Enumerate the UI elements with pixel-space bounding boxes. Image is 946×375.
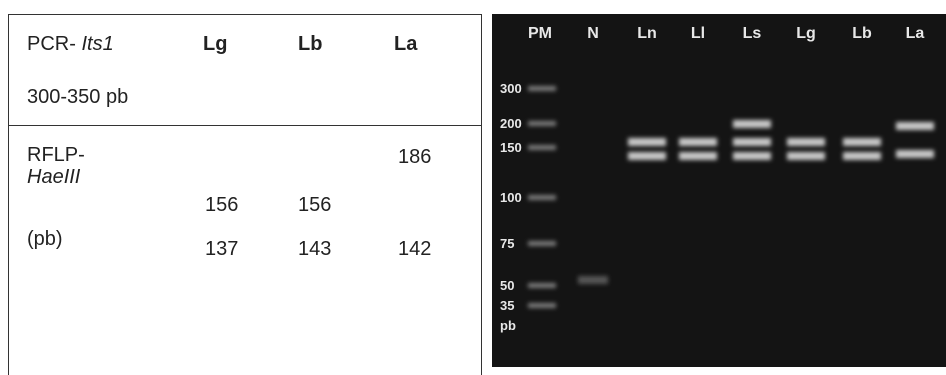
ladder-band — [528, 241, 556, 246]
ladder-label: 35 — [500, 298, 514, 313]
ladder-band — [528, 145, 556, 150]
ladder-band — [528, 303, 556, 308]
enzyme-label: HaeIII — [27, 166, 80, 189]
lane-band — [787, 138, 825, 146]
lane-label: N — [587, 25, 599, 42]
gel-background — [492, 14, 946, 367]
ladder-label: 50 — [500, 278, 514, 293]
unit-label: (pb) — [27, 228, 63, 251]
ladder-label: 200 — [500, 116, 522, 131]
lane-band — [787, 152, 825, 160]
rflp-label: RFLP- — [27, 144, 85, 167]
ladder-band — [528, 283, 556, 288]
ladder-unit: pb — [500, 318, 516, 333]
lane-band — [843, 138, 881, 146]
ladder-label: 150 — [500, 140, 522, 155]
lane-band — [578, 276, 608, 284]
lane-band — [896, 150, 934, 158]
lane-label: Ls — [743, 25, 762, 42]
fragment-value: 137 — [205, 238, 238, 261]
lane-band — [679, 138, 717, 146]
lane-label: Ln — [637, 25, 657, 42]
lane-label: PM — [528, 25, 552, 42]
size-label: 300-350 pb — [27, 86, 128, 109]
column-header: La — [394, 33, 417, 56]
lane-label: La — [906, 25, 925, 42]
fragment-value: 142 — [398, 238, 431, 261]
lane-label: Ll — [691, 25, 705, 42]
lane-band — [733, 138, 771, 146]
its1-label: Its1 — [81, 33, 113, 55]
ladder-label: 75 — [500, 236, 514, 251]
pcr-label: PCR- — [27, 33, 81, 55]
lane-band — [733, 152, 771, 160]
table-border — [8, 14, 482, 375]
lane-band — [843, 152, 881, 160]
page: PCR- Its1 300-350 pb Lg Lb La RFLP- HaeI… — [0, 0, 946, 367]
lane-label: Lg — [796, 25, 816, 42]
row-divider — [8, 125, 482, 126]
ladder-band — [528, 121, 556, 126]
fragment-value: 186 — [398, 146, 431, 169]
fragment-value: 143 — [298, 238, 331, 261]
lane-band — [628, 152, 666, 160]
lane-band — [679, 152, 717, 160]
ladder-label: 100 — [500, 190, 522, 205]
ladder-label: 300 — [500, 81, 522, 96]
lane-band — [628, 138, 666, 146]
lane-band — [896, 122, 934, 130]
fragment-value: 156 — [205, 194, 238, 217]
lane-label: Lb — [852, 25, 872, 42]
lane-band — [733, 120, 771, 128]
fragment-value: 156 — [298, 194, 331, 217]
gel-image: PM N Ln Ll Ls Lg Lb La 300 200 150 100 75 50 35 pb — [492, 14, 946, 367]
column-header: Lb — [298, 33, 322, 56]
header-label: PCR- Its1 — [27, 33, 114, 56]
ladder-band — [528, 195, 556, 200]
column-header: Lg — [203, 33, 227, 56]
ladder-band — [528, 86, 556, 91]
